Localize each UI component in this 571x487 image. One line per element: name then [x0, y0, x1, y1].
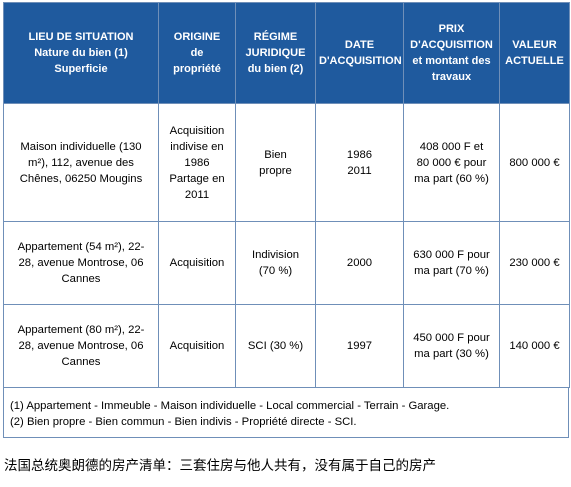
cell-location: Appartement (54 m²), 22- 28, avenue Mont…	[3, 221, 159, 305]
cell-location: Maison individuelle (130 m²), 112, avenu…	[3, 103, 159, 222]
header-value: VALEUR ACTUELLE	[499, 2, 570, 104]
footnote-1: (1) Appartement - Immeuble - Maison indi…	[10, 400, 450, 412]
asset-table: LIEU DE SITUATION Nature du bien (1) Sup…	[3, 2, 570, 388]
cell-regime: Bien propre	[235, 103, 316, 222]
cell-location: Appartement (80 m²), 22- 28, avenue Mont…	[3, 304, 159, 388]
header-row: LIEU DE SITUATION Nature du bien (1) Sup…	[3, 2, 570, 104]
table-row: Appartement (80 m²), 22- 28, avenue Mont…	[3, 304, 570, 388]
table-row: Appartement (54 m²), 22- 28, avenue Mont…	[3, 221, 570, 305]
header-date: DATE D'ACQUISITION	[315, 2, 404, 104]
cell-regime: Indivision (70 %)	[235, 221, 316, 305]
footnote-2: (2) Bien propre - Bien commun - Bien ind…	[10, 416, 357, 428]
table-row: Maison individuelle (130 m²), 112, avenu…	[3, 103, 570, 222]
cell-date: 2000	[315, 221, 404, 305]
header-regime: RÉGIME JURIDIQUE du bien (2)	[235, 2, 316, 104]
footnotes: (1) Appartement - Immeuble - Maison indi…	[3, 388, 569, 438]
cell-value: 230 000 €	[499, 221, 570, 305]
asset-declaration: LIEU DE SITUATION Nature du bien (1) Sup…	[3, 2, 570, 438]
cell-price: 450 000 F pour ma part (30 %)	[403, 304, 500, 388]
cell-regime: SCI (30 %)	[235, 304, 316, 388]
cell-value: 140 000 €	[499, 304, 570, 388]
header-location: LIEU DE SITUATION Nature du bien (1) Sup…	[3, 2, 159, 104]
image-caption: 法国总统奥朗德的房产清单：三套住房与他人共有，没有属于自己的房产	[4, 458, 436, 474]
cell-date: 1986 2011	[315, 103, 404, 222]
cell-value: 800 000 €	[499, 103, 570, 222]
header-origin: ORIGINE de propriété	[158, 2, 236, 104]
cell-origin: Acquisition indivise en 1986 Partage en …	[158, 103, 236, 222]
cell-date: 1997	[315, 304, 404, 388]
cell-origin: Acquisition	[158, 304, 236, 388]
cell-price: 630 000 F pour ma part (70 %)	[403, 221, 500, 305]
cell-price: 408 000 F et 80 000 € pour ma part (60 %…	[403, 103, 500, 222]
header-price: PRIX D'ACQUISITION et montant des travau…	[403, 2, 500, 104]
cell-origin: Acquisition	[158, 221, 236, 305]
